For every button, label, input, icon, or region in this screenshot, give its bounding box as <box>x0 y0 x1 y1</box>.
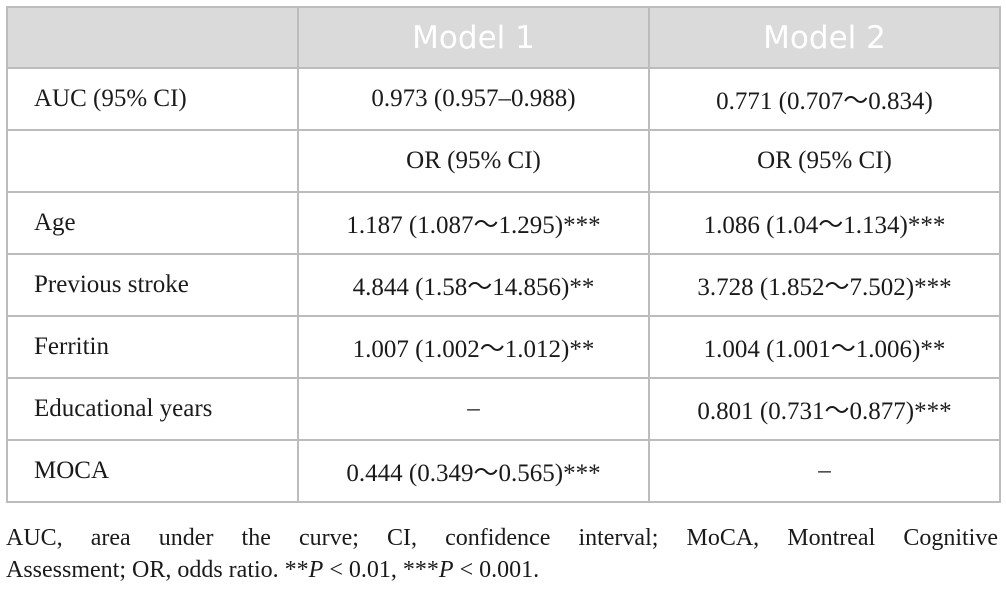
footnote-line-2: Assessment; OR, odds ratio. **P < 0.01, … <box>6 554 998 586</box>
row-label: Ferritin <box>6 315 299 379</box>
row-label: Previous stroke <box>6 253 299 317</box>
header-empty-cell <box>6 6 299 69</box>
footnote-line-1: AUC, area under the curve; CI, confidenc… <box>6 525 998 551</box>
model-1-value: 4.844 (1.58～14.856)** <box>297 253 650 317</box>
row-label: MOCA <box>6 439 299 503</box>
row-label: Educational years <box>6 377 299 441</box>
model-2-value: – <box>648 439 1001 503</box>
p-threshold-1: < 0.01, *** <box>323 557 439 583</box>
model-1-value: OR (95% CI) <box>297 129 650 193</box>
table-row: Previous stroke 4.844 (1.58～14.856)** 3.… <box>6 253 1001 317</box>
header-row: Model 1 Model 2 <box>6 6 1001 69</box>
model-1-value: 1.187 (1.087～1.295)*** <box>297 191 650 255</box>
row-label <box>6 129 299 193</box>
table-row: Age 1.187 (1.087～1.295)*** 1.086 (1.04～1… <box>6 191 1001 255</box>
p-symbol-1: P <box>308 557 324 583</box>
table-row: AUC (95% CI) 0.973 (0.957–0.988) 0.771 (… <box>6 67 1001 131</box>
model-1-value: 0.444 (0.349～0.565)*** <box>297 439 650 503</box>
row-label: Age <box>6 191 299 255</box>
table-body: AUC (95% CI) 0.973 (0.957–0.988) 0.771 (… <box>6 67 1001 503</box>
table-row: Ferritin 1.007 (1.002～1.012)** 1.004 (1.… <box>6 315 1001 379</box>
table-header: Model 1 Model 2 <box>6 6 1001 69</box>
model-1-value: 1.007 (1.002～1.012)** <box>297 315 650 379</box>
header-model-1: Model 1 <box>297 6 650 69</box>
model-2-value: 1.086 (1.04～1.134)*** <box>648 191 1001 255</box>
p-symbol-2: P <box>438 557 454 583</box>
model-2-value: 1.004 (1.001～1.006)** <box>648 315 1001 379</box>
table-row: Educational years – 0.801 (0.731～0.877)*… <box>6 377 1001 441</box>
table-footnote: AUC, area under the curve; CI, confidenc… <box>6 522 998 586</box>
table-row: MOCA 0.444 (0.349～0.565)*** – <box>6 439 1001 503</box>
results-table: Model 1 Model 2 AUC (95% CI) 0.973 (0.95… <box>6 6 1001 503</box>
table-row: OR (95% CI) OR (95% CI) <box>6 129 1001 193</box>
model-2-value: 0.771 (0.707～0.834) <box>648 67 1001 131</box>
model-1-value: 0.973 (0.957–0.988) <box>297 67 650 131</box>
row-label: AUC (95% CI) <box>6 67 299 131</box>
model-2-value: 3.728 (1.852～7.502)*** <box>648 253 1001 317</box>
model-2-value: 0.801 (0.731～0.877)*** <box>648 377 1001 441</box>
p-threshold-2: < 0.001. <box>453 557 540 583</box>
footnote-line-2-text: Assessment; OR, odds ratio. ** <box>6 557 309 583</box>
header-model-2: Model 2 <box>648 6 1001 69</box>
model-1-value: – <box>297 377 650 441</box>
model-2-value: OR (95% CI) <box>648 129 1001 193</box>
